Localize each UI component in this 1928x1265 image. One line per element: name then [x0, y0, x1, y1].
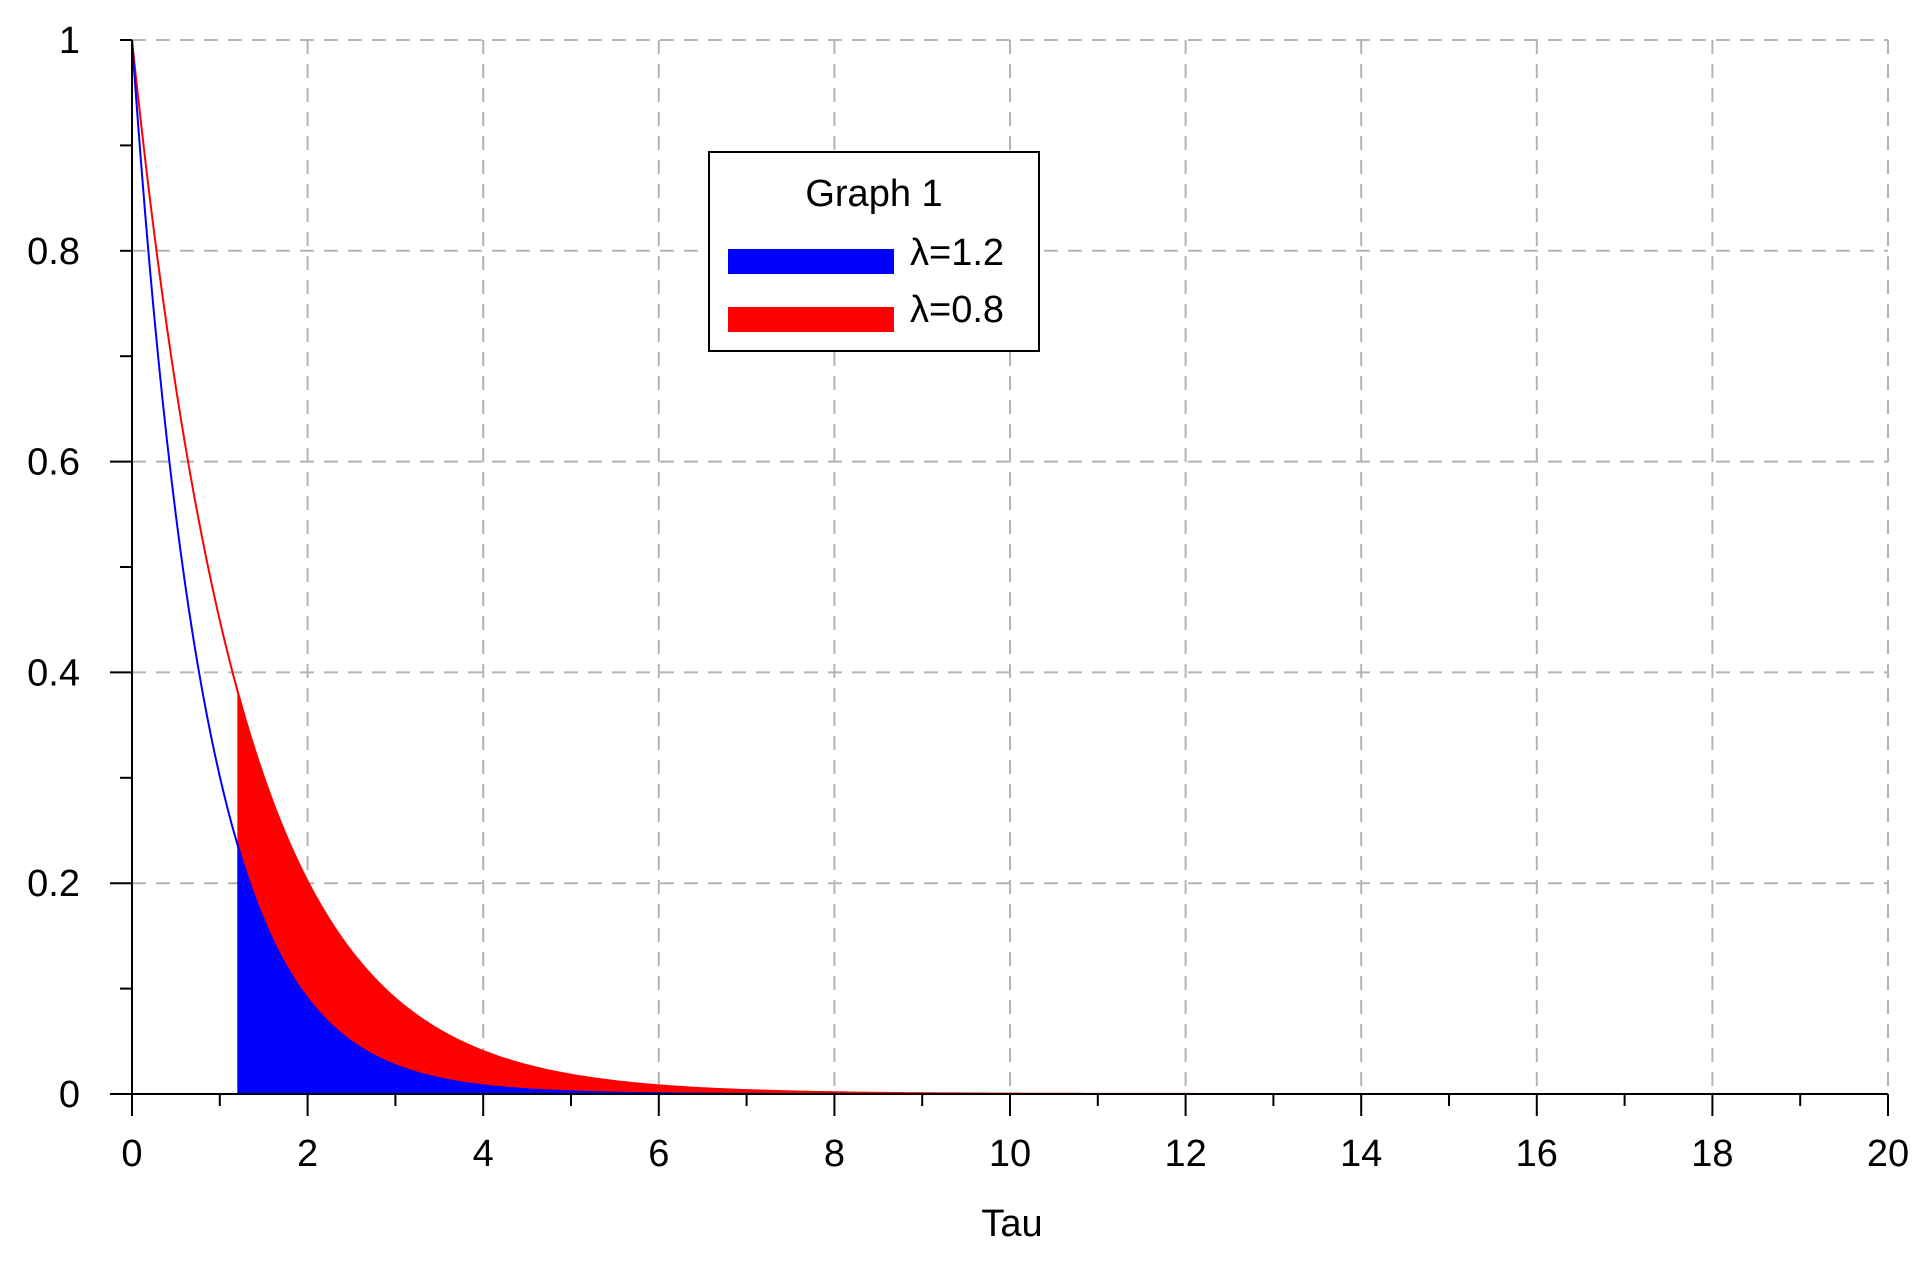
y-tick-label: 0.6	[27, 442, 80, 484]
tick-labels: 0 2 4 6 8 10 12 14 16 18 20 0 0.2 0.4 0.6 0.8 1	[27, 20, 1909, 1175]
legend-label-lambda-0-8: λ=0.8	[910, 289, 1004, 331]
legend-label-lambda-1-2: λ=1.2	[910, 232, 1004, 274]
y-tick-label: 0.4	[27, 652, 80, 694]
y-tick-label: 1	[59, 20, 80, 62]
area-λ=0.8	[237, 690, 1889, 1094]
x-tick-label: 8	[824, 1133, 845, 1175]
x-tick-label: 16	[1516, 1133, 1558, 1175]
x-tick-label: 12	[1164, 1133, 1206, 1175]
legend: Graph 1 λ=1.2 λ=0.8	[708, 151, 1040, 352]
legend-swatch-lambda-1-2	[728, 249, 894, 274]
x-tick-label: 10	[989, 1133, 1031, 1175]
area-λ=1.2	[237, 844, 1889, 1094]
x-tick-label: 0	[121, 1133, 142, 1175]
x-tick-label: 2	[297, 1133, 318, 1175]
shaded-areas	[237, 690, 1889, 1094]
y-tick-label: 0	[59, 1074, 80, 1116]
y-tick-label: 0.2	[27, 863, 80, 905]
legend-title: Graph 1	[805, 173, 942, 215]
legend-swatch-lambda-0-8	[728, 307, 894, 332]
y-tick-label: 0.8	[27, 231, 80, 273]
x-tick-label: 14	[1340, 1133, 1382, 1175]
x-tick-label: 4	[473, 1133, 494, 1175]
x-tick-label: 20	[1867, 1133, 1909, 1175]
x-tick-label: 18	[1691, 1133, 1733, 1175]
axes	[110, 39, 1889, 1116]
x-tick-label: 6	[648, 1133, 669, 1175]
x-axis-title: Tau	[981, 1203, 1042, 1245]
